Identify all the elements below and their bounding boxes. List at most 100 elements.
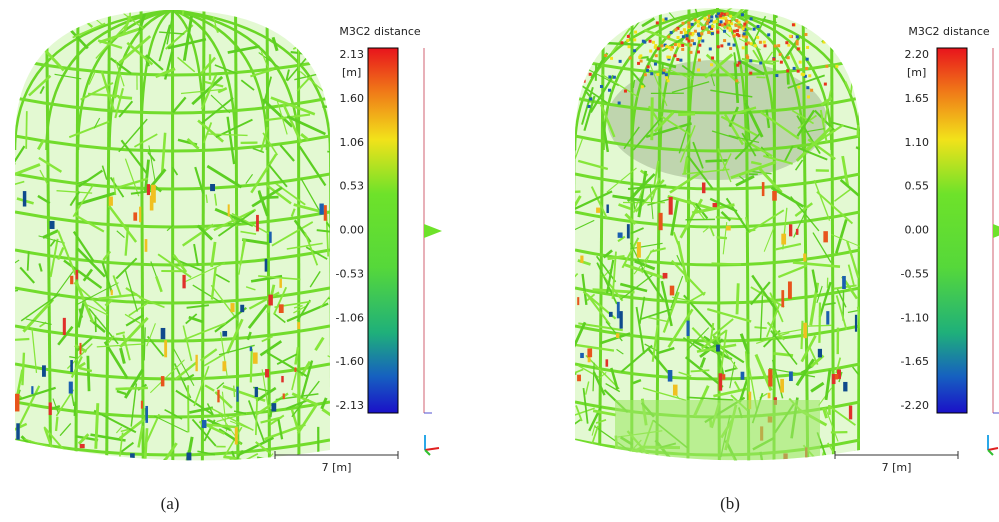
dome-spot	[607, 88, 611, 92]
cloud-strand	[201, 97, 234, 124]
cloud-strand	[260, 456, 275, 461]
dome-spot	[805, 57, 809, 61]
cloud-strand	[607, 254, 625, 261]
deviation-spot	[144, 239, 148, 252]
cloud-strand	[15, 259, 20, 275]
cloud-strand	[765, 109, 771, 129]
cloud-strand	[183, 322, 227, 341]
dome-spot	[720, 44, 724, 48]
deviation-spot	[319, 203, 324, 215]
colorbar-title: M3C2 distance	[339, 25, 421, 38]
dome-spot	[684, 30, 688, 34]
dome-spot	[587, 104, 591, 108]
cloud-strand	[185, 313, 198, 325]
deviation-spot	[716, 344, 720, 352]
cloud-strand	[595, 468, 629, 493]
cloud-strand	[115, 386, 148, 391]
deviation-spot	[834, 373, 839, 380]
rib	[857, 8, 860, 461]
cloud-strand	[747, 209, 785, 234]
cloud-strand	[290, 208, 296, 218]
dome-spot	[643, 73, 647, 77]
cloud-strand	[15, 51, 26, 58]
cloud-strand	[835, 21, 853, 48]
dome-spot	[698, 43, 702, 47]
cloud-strand	[578, 322, 623, 332]
cloud-strand	[661, 115, 692, 137]
cloud-strand	[119, 478, 121, 491]
deviation-spot	[278, 304, 284, 313]
cloud-strand	[831, 233, 860, 251]
dome-spot	[692, 42, 696, 46]
cloud-strand	[75, 435, 99, 442]
deviation-spot	[164, 340, 168, 358]
cloud-strand	[733, 381, 741, 391]
cloud-strand	[735, 283, 740, 315]
dome-spot	[735, 32, 739, 36]
cloud-strand	[667, 194, 713, 211]
dome-spot	[735, 19, 739, 23]
panel-caption: (a)	[161, 494, 180, 513]
cloud-strand	[184, 262, 226, 283]
cloud-strand	[602, 249, 613, 259]
cloud-strand	[158, 24, 171, 62]
cloud-strand	[646, 57, 677, 69]
deviation-spot	[767, 392, 771, 399]
cloud-strand	[149, 359, 185, 394]
dome-spot	[676, 26, 680, 30]
cloud-strand	[832, 470, 868, 482]
deviation-spot	[139, 206, 142, 223]
dome-spot	[762, 40, 766, 44]
cloud-strand	[667, 473, 675, 502]
cloud-strand	[581, 273, 588, 306]
meridian	[171, 10, 269, 151]
cloud-strand	[641, 17, 656, 28]
cloud-strand	[210, 267, 217, 300]
cloud-strand	[827, 442, 854, 461]
dome-spot	[707, 14, 711, 18]
deviation-spot	[236, 386, 239, 402]
deviation-spot	[842, 275, 846, 290]
cloud-strand	[285, 398, 310, 410]
cloud-strand	[805, 123, 844, 151]
cloud-strand	[254, 391, 259, 436]
cloud-strand	[240, 79, 255, 91]
cloud-strand	[240, 230, 257, 235]
cloud-strand	[100, 71, 115, 110]
cloud-strand	[788, 50, 801, 72]
cloud-strand	[255, 441, 272, 455]
cloud-strand	[173, 348, 195, 386]
deviation-spot	[201, 420, 207, 429]
cloud-strand	[130, 383, 138, 427]
dome-spot	[724, 16, 728, 20]
cloud-strand	[146, 335, 165, 357]
cloud-strand	[584, 66, 619, 87]
deviation-spot	[803, 253, 807, 262]
ring	[15, 400, 330, 419]
cloud-strand	[740, 8, 755, 15]
dome-spot	[835, 33, 839, 37]
dome-spot	[716, 29, 720, 33]
dome-spot	[677, 42, 681, 46]
cloud-strand	[124, 227, 130, 256]
cloud-strand	[31, 18, 41, 50]
cloud-strand	[298, 145, 327, 187]
deviation-spot	[297, 322, 301, 330]
cloud-strand	[73, 401, 77, 416]
dome-spot	[589, 97, 593, 101]
dome-spot	[687, 21, 691, 25]
cloud-strand	[162, 458, 184, 461]
dome-spot	[712, 20, 716, 24]
cloud-strand	[692, 141, 704, 169]
cloud-strand	[119, 347, 126, 364]
cloud-strand	[214, 193, 218, 206]
dome-spot	[604, 54, 608, 58]
cloud-strand	[223, 455, 237, 460]
deviation-spot	[195, 354, 198, 372]
rib	[830, 8, 836, 461]
cloud-strand	[575, 321, 587, 365]
dome-spot	[759, 61, 763, 65]
cloud-strand	[93, 117, 101, 129]
rib	[200, 10, 206, 461]
dome-spot	[806, 45, 810, 49]
